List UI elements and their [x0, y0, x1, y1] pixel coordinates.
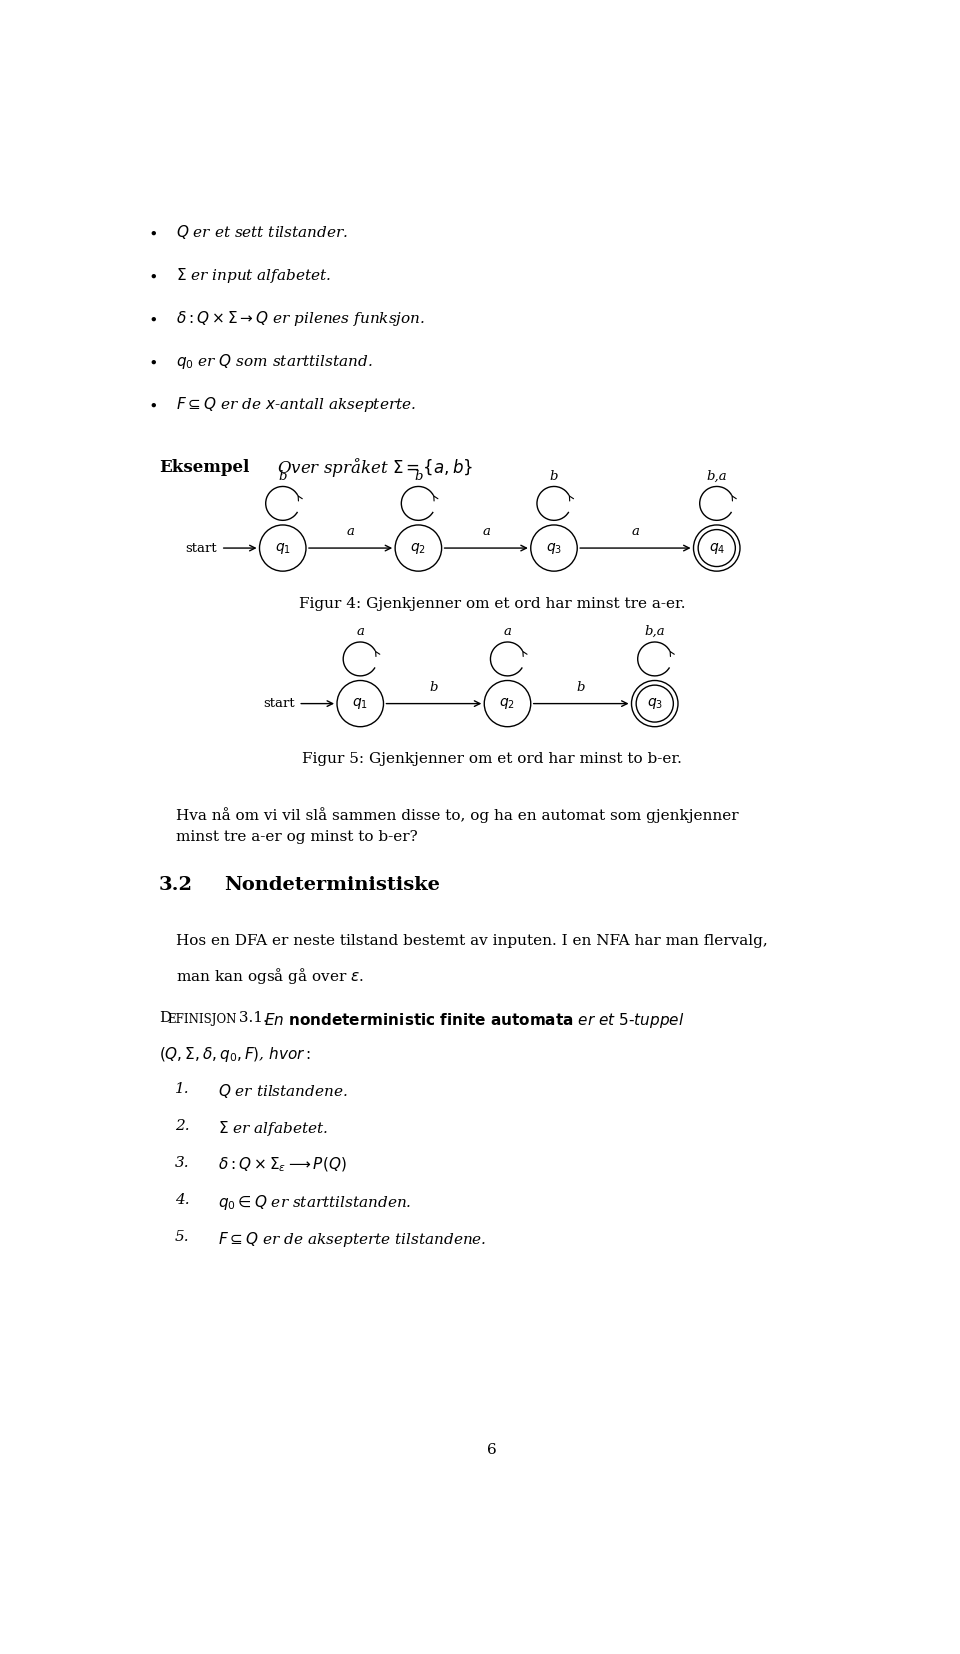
- Text: $\delta: Q \times \Sigma \rightarrow Q$ er pilenes funksjon.: $\delta: Q \times \Sigma \rightarrow Q$ …: [176, 309, 425, 327]
- Text: 6: 6: [487, 1444, 497, 1457]
- Text: $\bullet$: $\bullet$: [148, 399, 157, 412]
- Text: 3.: 3.: [175, 1156, 190, 1169]
- Text: $q_1$: $q_1$: [352, 696, 369, 711]
- Text: b: b: [550, 470, 559, 483]
- Text: $(Q, \Sigma, \delta, q_0, F)$, $\mathit{hvor:}$: $(Q, \Sigma, \delta, q_0, F)$, $\mathit{…: [158, 1045, 311, 1064]
- Text: Over språket $\Sigma = \{a, b\}$: Over språket $\Sigma = \{a, b\}$: [276, 457, 473, 478]
- Text: man kan også gå over $\varepsilon$.: man kan også gå over $\varepsilon$.: [176, 966, 364, 986]
- Text: a: a: [632, 524, 639, 538]
- Text: Figur 5: Gjenkjenner om et ord har minst to b-er.: Figur 5: Gjenkjenner om et ord har minst…: [302, 753, 682, 766]
- Text: b: b: [414, 470, 422, 483]
- Text: $\bullet$: $\bullet$: [148, 354, 157, 369]
- Text: 3.2: 3.2: [158, 877, 193, 895]
- Text: $Q$ er et sett tilstander.: $Q$ er et sett tilstander.: [176, 223, 348, 241]
- Text: $q_4$: $q_4$: [708, 541, 725, 556]
- Text: start: start: [263, 696, 295, 710]
- Text: $q_1$: $q_1$: [275, 541, 291, 556]
- Text: D: D: [158, 1011, 171, 1025]
- Text: b,a: b,a: [644, 625, 665, 638]
- Text: $\bullet$: $\bullet$: [148, 311, 157, 326]
- Text: $q_2$: $q_2$: [499, 696, 516, 711]
- Text: $\Sigma$ er input alfabetet.: $\Sigma$ er input alfabetet.: [176, 266, 331, 284]
- Text: 5.: 5.: [175, 1229, 190, 1244]
- Text: $\Sigma$ er alfabetet.: $\Sigma$ er alfabetet.: [219, 1118, 328, 1138]
- Text: a: a: [504, 625, 512, 638]
- Text: a: a: [356, 625, 364, 638]
- Text: Eksempel: Eksempel: [158, 458, 250, 476]
- Text: Hos en DFA er neste tilstand bestemt av inputen. I en NFA har man flervalg,: Hos en DFA er neste tilstand bestemt av …: [176, 935, 768, 948]
- Text: $F \subseteq Q$ er de $x$-antall aksepterte.: $F \subseteq Q$ er de $x$-antall aksepte…: [176, 395, 416, 415]
- Text: $\delta : Q \times \Sigma_\epsilon \longrightarrow P(Q)$: $\delta : Q \times \Sigma_\epsilon \long…: [219, 1156, 348, 1174]
- Text: 4.: 4.: [175, 1193, 190, 1206]
- Text: a: a: [347, 524, 354, 538]
- Text: $q_3$: $q_3$: [546, 541, 563, 556]
- Text: 3.1.: 3.1.: [234, 1011, 268, 1025]
- Text: Figur 4: Gjenkjenner om et ord har minst tre a-er.: Figur 4: Gjenkjenner om et ord har minst…: [299, 597, 685, 610]
- Text: $\bullet$: $\bullet$: [148, 225, 157, 240]
- Text: 1.: 1.: [175, 1082, 190, 1095]
- Text: b: b: [278, 470, 287, 483]
- Text: Nondeterministiske: Nondeterministiske: [224, 877, 440, 895]
- Text: $\mathit{En}\ \mathbf{nondeterministic\ finite\ automata}\ \mathit{er\ et\ 5\tex: $\mathit{En}\ \mathbf{nondeterministic\ …: [264, 1011, 684, 1030]
- Text: start: start: [185, 541, 217, 554]
- Text: a: a: [482, 524, 491, 538]
- Text: $q_0 \in Q$ er starttilstanden.: $q_0 \in Q$ er starttilstanden.: [219, 1193, 412, 1211]
- Text: 2.: 2.: [175, 1118, 190, 1133]
- Text: EFINISJON: EFINISJON: [168, 1012, 237, 1025]
- Text: $Q$ er tilstandene.: $Q$ er tilstandene.: [219, 1082, 348, 1100]
- Text: b: b: [577, 680, 586, 693]
- Text: $q_3$: $q_3$: [647, 696, 662, 711]
- Text: Hva nå om vi vil slå sammen disse to, og ha en automat som gjenkjenner
minst tre: Hva nå om vi vil slå sammen disse to, og…: [176, 807, 738, 844]
- Text: $q_0$ er $Q$ som starttilstand.: $q_0$ er $Q$ som starttilstand.: [176, 352, 372, 370]
- Text: b,a: b,a: [707, 470, 727, 483]
- Text: $F \subseteq Q$ er de aksepterte tilstandene.: $F \subseteq Q$ er de aksepterte tilstan…: [219, 1229, 487, 1249]
- Text: b: b: [430, 680, 438, 693]
- Text: $q_2$: $q_2$: [410, 541, 426, 556]
- Text: $\bullet$: $\bullet$: [148, 268, 157, 283]
